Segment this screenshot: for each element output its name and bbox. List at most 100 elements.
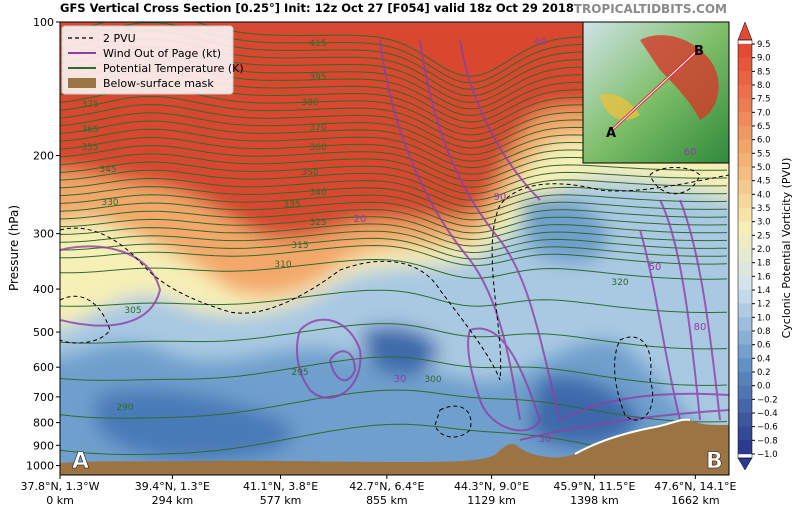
x-tick-label: 1398 km [570,494,619,507]
colorbar-segment [738,235,752,250]
colorbar-segment [738,385,752,400]
colorbar-tick-label: 0.6 [757,341,771,351]
wind-contour [659,199,701,421]
wind-label: 30 [539,434,552,445]
x-tick-location: 37.8°N, 1.3°W [20,480,99,493]
legend-label: Below-surface mask [103,77,214,90]
y-tick-label: 600 [33,361,54,374]
colorbar-label: Cyclonic Potential Vorticity (PVU) [780,158,793,339]
theta-contour [60,201,728,227]
wind-contour [379,39,521,421]
theta-contour [60,208,728,234]
legend-swatch [68,78,96,88]
wind-contour [559,392,729,421]
colorbar-tick-label: 1.0 [757,313,771,323]
x-tick-location: 42.7°N, 6.4°E [349,480,424,493]
colorbar-segment [738,180,752,195]
wind-contour [459,39,541,201]
colorbar-tick-label: 1.2 [757,300,771,310]
wind-contour [329,350,357,382]
theta-contour [60,237,728,260]
colorbar-tick-label: −0.2 [757,395,778,405]
y-tick-label: 200 [33,150,54,163]
theta-label: 395 [309,73,326,83]
colorbar-segment [738,344,752,359]
colorbar-segment [738,194,752,209]
inset-label-a: A [606,126,616,141]
colorbar-tick-label: 0.4 [757,354,771,364]
x-tick-label: 855 km [366,494,408,507]
colorbar-tick-label: 1.4 [757,286,771,296]
colorbar-tick-label: −0.8 [757,436,778,446]
x-tick-label: 0 km [46,494,74,507]
theta-label: 305 [124,306,141,316]
colorbar-tick-label: 4.5 [757,177,771,187]
wind-contour [639,229,681,421]
y-tick-label: 400 [33,283,54,296]
colorbar-segment [738,112,752,127]
colorbar-tick-label: 4.0 [757,190,771,200]
colorbar-segment [738,43,752,58]
wind-label: 80 [694,322,707,333]
colorbar-segment [738,276,752,291]
theta-label: 335 [283,200,300,210]
wind-contour [679,199,721,421]
inset-label-b: B [694,44,704,59]
wind-contour [419,39,561,421]
theta-contour [60,389,728,423]
theta-contour [60,230,728,254]
colorbar-segment [738,248,752,263]
legend-label: 2 PVU [103,32,136,45]
theta-label: 315 [291,241,308,251]
colorbar-tick-label: −0.4 [757,409,778,419]
x-tick-label: 577 km [260,494,302,507]
colorbar-tick-label: 9.5 [757,40,771,50]
y-tick-label: 700 [33,391,54,404]
theta-label: 310 [274,260,291,270]
theta-label: 340 [309,188,326,198]
theta-label: 370 [309,123,326,133]
chart-title: GFS Vertical Cross Section [0.25°] Init:… [60,1,574,15]
theta-contour [60,244,728,267]
x-tick-location: 45.9°N, 11.5°E [553,480,635,493]
x-tick-label: 294 km [152,494,194,507]
colorbar-end [737,457,753,471]
colorbar-tick-label: 3.5 [757,204,771,214]
x-tick-location: 41.1°N, 3.8°E [243,480,318,493]
colorbar-segment [738,289,752,304]
theta-label: 360 [309,143,326,153]
theta-label: 355 [81,143,98,153]
theta-contour [60,169,728,201]
wind-contour [296,318,362,399]
wind-label: 30 [394,374,407,385]
y-tick-label: 900 [33,439,54,452]
theta-label: 295 [291,368,308,378]
theta-contour [60,289,728,313]
legend-label: Potential Temperature (K) [103,62,244,75]
theta-contour [60,258,728,280]
legend-label: Wind Out of Page (kt) [103,47,221,60]
colorbar-tick-label: 5.0 [757,163,771,173]
wind-label: 50 [649,262,662,273]
colorbar-tick-label: 8.0 [757,81,771,91]
theta-contour [60,186,728,214]
theta-contour [60,177,728,208]
colorbar-segment [738,358,752,373]
wind-label: 40 [534,37,547,48]
theta-label: 345 [99,165,116,175]
colorbar-tick-label: 1.6 [757,272,771,282]
colorbar-tick-label: 2.0 [757,245,771,255]
x-tick-label: 1662 km [671,494,720,507]
colorbar-segment [738,303,752,318]
x-tick-location: 39.4°N, 1.3°E [135,480,210,493]
colorbar-segment [738,262,752,277]
wind-label: 20 [354,214,367,225]
plot-frame [59,21,730,476]
theta-label: 380 [301,98,318,108]
theta-contour [60,194,728,221]
colorbar-segment [738,330,752,345]
wind-contour [519,409,729,441]
colorbar-segment [738,153,752,168]
colorbar-tick-label: 0.8 [757,327,771,337]
y-tick-label: 500 [33,326,54,339]
